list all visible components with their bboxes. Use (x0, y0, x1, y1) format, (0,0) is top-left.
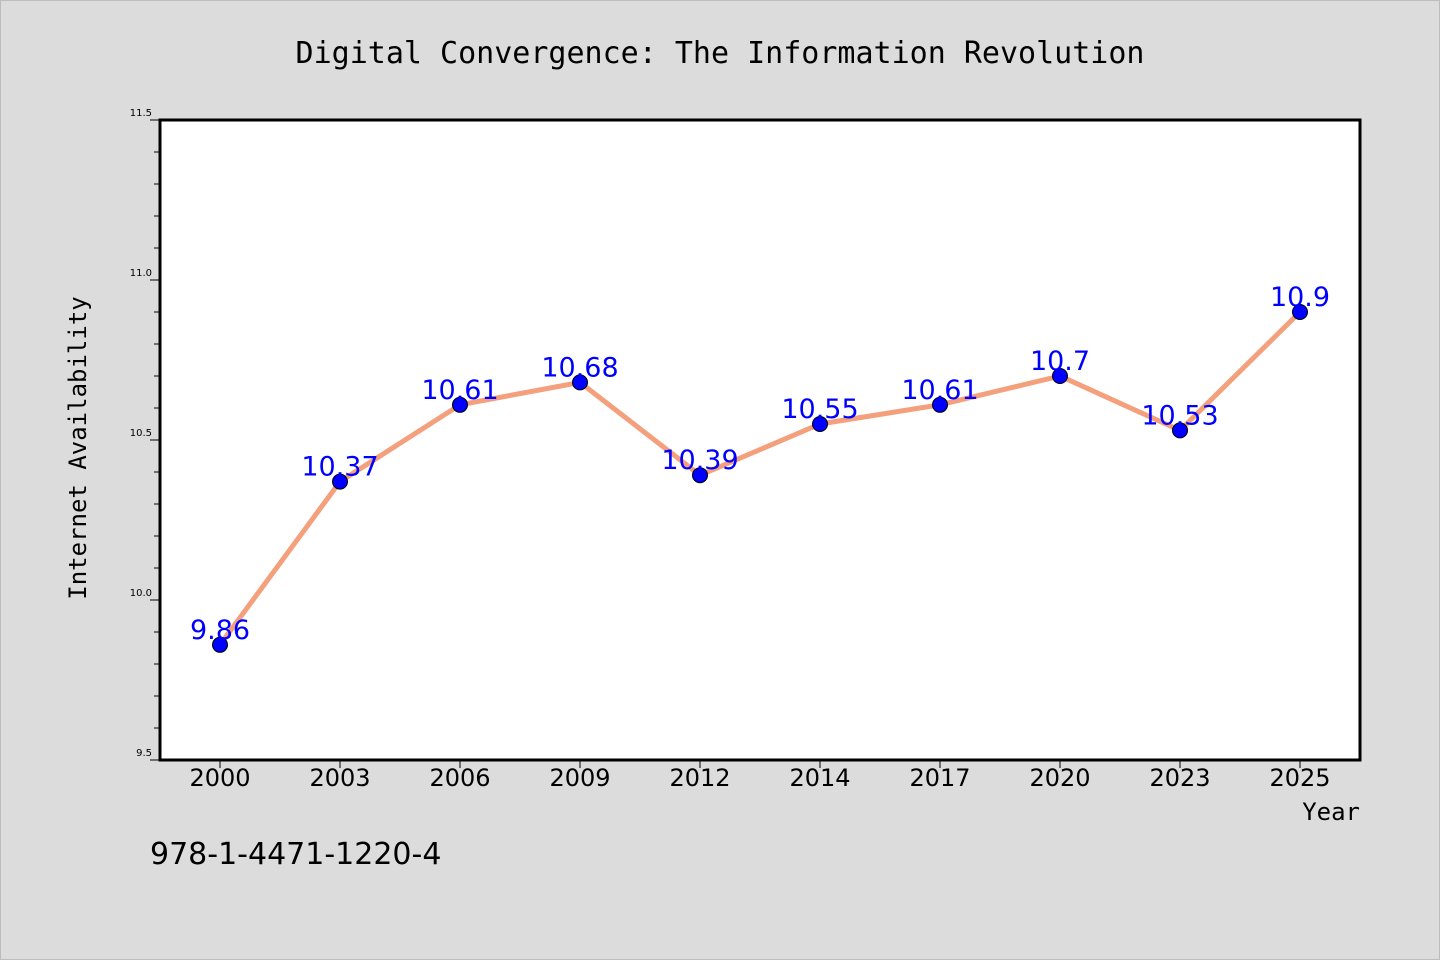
x-tick-label: 2014 (789, 764, 850, 792)
isbn-annotation: 978-1-4471-1220-4 (150, 837, 441, 872)
data-label: 10.37 (301, 452, 378, 483)
data-point (812, 416, 828, 432)
x-tick-label: 2023 (1149, 764, 1210, 792)
data-label: 9.86 (190, 615, 250, 646)
data-point (1172, 422, 1188, 439)
y-tick-label: 10.0 (130, 588, 152, 599)
data-label: 10.7 (1030, 346, 1090, 377)
chart-title: Digital Convergence: The Information Rev… (296, 36, 1145, 71)
data-point (1052, 368, 1068, 384)
y-tick-label: 11.0 (130, 268, 152, 279)
data-label: 10.61 (901, 375, 978, 406)
data-labels: 9.86 10.37 10.61 10.68 10.39 10.55 10.61 10.7 10… (190, 282, 1330, 646)
data-label: 10.53 (1141, 400, 1218, 431)
series-line (217, 310, 1302, 647)
x-axis-label: Year (1302, 798, 1360, 826)
data-label: 10.55 (781, 394, 858, 425)
x-tick-label: 2003 (309, 764, 370, 792)
y-axis-ticks: 9.5 10.0 10.5 11.0 11.5 (130, 108, 160, 761)
data-point (332, 473, 348, 490)
x-tick-label: 2017 (909, 764, 970, 792)
data-point (932, 396, 948, 413)
data-point (452, 396, 468, 413)
data-point (212, 636, 228, 653)
y-axis-label: Internet Availability (64, 296, 92, 599)
x-tick-label: 2006 (429, 764, 490, 792)
x-tick-label: 2000 (189, 764, 250, 792)
y-tick-label: 11.5 (130, 108, 152, 119)
x-axis-ticks: 2000 2003 2006 2009 2012 2014 2017 2020 2023 2025 (189, 760, 1331, 792)
data-point (1292, 304, 1308, 320)
data-label: 10.39 (661, 445, 738, 476)
data-points (212, 304, 1308, 653)
x-tick-label: 2025 (1269, 764, 1330, 792)
series-line-group (217, 310, 1302, 647)
x-tick-label: 2009 (549, 764, 610, 792)
data-label: 10.68 (541, 352, 618, 383)
y-tick-label: 10.5 (130, 428, 152, 439)
x-tick-label: 2020 (1029, 764, 1090, 792)
data-point (572, 374, 588, 391)
data-label: 10.61 (421, 375, 498, 406)
x-tick-label: 2012 (669, 764, 730, 792)
data-label: 10.9 (1270, 282, 1330, 313)
y-tick-label: 9.5 (136, 748, 152, 759)
data-point (692, 467, 708, 484)
plot-area (158, 118, 1362, 762)
